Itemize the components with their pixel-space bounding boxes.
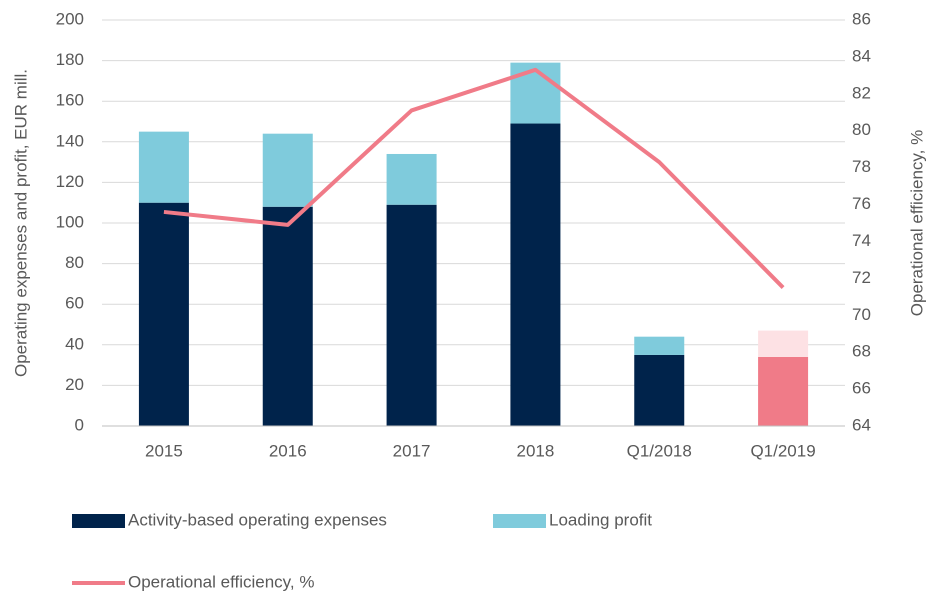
y-tick-label: 60 bbox=[65, 294, 84, 313]
bar bbox=[386, 153, 437, 205]
y2-tick-label: 84 bbox=[852, 46, 871, 65]
y2-tick-label: 74 bbox=[852, 231, 871, 250]
legend-label: Loading profit bbox=[549, 510, 652, 529]
y2-tick-label: 66 bbox=[852, 379, 871, 398]
bar bbox=[758, 356, 809, 426]
y2-tick-label: 78 bbox=[852, 157, 871, 176]
y-tick-label: 0 bbox=[75, 415, 84, 434]
x-tick-label: Q1/2018 bbox=[627, 441, 692, 460]
y2-tick-label: 82 bbox=[852, 83, 871, 102]
y-tick-label: 160 bbox=[56, 91, 84, 110]
y-tick-label: 120 bbox=[56, 172, 84, 191]
bar bbox=[510, 62, 561, 124]
line bbox=[163, 67, 785, 289]
bar bbox=[138, 131, 189, 203]
y-tick-label: 180 bbox=[56, 50, 84, 69]
x-tick-label: 2016 bbox=[269, 441, 307, 460]
bar bbox=[634, 336, 685, 355]
y-tick-label: 40 bbox=[65, 334, 84, 353]
y2-tick-label: 70 bbox=[852, 305, 871, 324]
y2-axis-title: Operational efficiency, % bbox=[907, 130, 926, 316]
y2-tick-label: 76 bbox=[852, 194, 871, 213]
y2-tick-label: 64 bbox=[852, 415, 871, 434]
bar bbox=[634, 354, 685, 426]
bar bbox=[510, 123, 561, 426]
bar bbox=[138, 202, 189, 426]
y-tick-label: 140 bbox=[56, 131, 84, 150]
legend-label: Activity-based operating expenses bbox=[128, 510, 387, 529]
legend-swatch bbox=[72, 514, 125, 528]
y-axis-title: Operating expenses and profit, EUR mill. bbox=[11, 69, 30, 377]
x-tick-label: 2017 bbox=[393, 441, 431, 460]
x-tick-label: Q1/2019 bbox=[750, 441, 815, 460]
y2-tick-label: 68 bbox=[852, 342, 871, 361]
legend-label: Operational efficiency, % bbox=[128, 572, 314, 591]
bar bbox=[386, 204, 437, 426]
x-tick-label: 2018 bbox=[517, 441, 555, 460]
y-tick-label: 20 bbox=[65, 375, 84, 394]
bar bbox=[262, 133, 313, 207]
bar bbox=[262, 206, 313, 426]
y2-tick-label: 72 bbox=[852, 268, 871, 287]
y2-tick-label: 86 bbox=[852, 9, 871, 28]
y-tick-label: 200 bbox=[56, 9, 84, 28]
y-tick-label: 100 bbox=[56, 212, 84, 231]
x-tick-label: 2015 bbox=[145, 441, 183, 460]
bar bbox=[758, 330, 809, 357]
y2-tick-label: 80 bbox=[852, 120, 871, 139]
legend-swatch bbox=[493, 514, 546, 528]
y-tick-label: 80 bbox=[65, 253, 84, 272]
